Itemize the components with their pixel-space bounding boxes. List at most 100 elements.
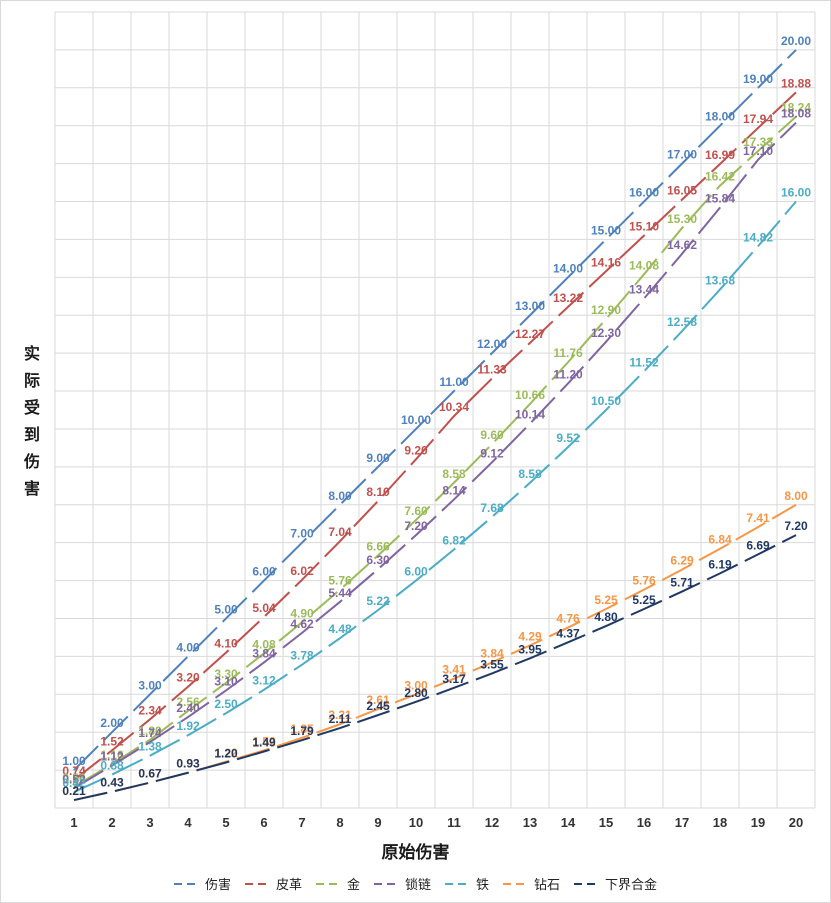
data-label: 9.60 (480, 428, 504, 442)
data-label: 0.21 (62, 784, 86, 798)
data-label: 4.80 (594, 610, 618, 624)
data-label: 5.25 (632, 593, 656, 607)
data-label: 1.49 (252, 736, 276, 750)
x-tick-label: 4 (184, 815, 192, 830)
legend-label: 金 (346, 878, 360, 893)
data-label: 10.34 (439, 400, 469, 414)
legend-swatch (173, 882, 200, 885)
legend-label: 伤害 (204, 878, 231, 893)
series-line (73, 121, 797, 790)
data-label: 5.22 (366, 594, 390, 608)
data-label: 16.05 (667, 184, 697, 198)
data-label: 0.88 (100, 759, 124, 773)
data-label: 2.61 (366, 693, 390, 707)
data-label: 4.00 (176, 640, 200, 654)
data-label: 16.99 (705, 148, 735, 162)
legend-swatch (503, 882, 530, 885)
data-label: 6.02 (290, 564, 314, 578)
x-tick-label: 14 (561, 815, 576, 830)
data-label: 4.29 (518, 629, 542, 643)
x-tick-label: 9 (374, 815, 381, 830)
data-label: 3.55 (480, 657, 504, 671)
data-label: 0.67 (138, 767, 162, 781)
data-label: 16.42 (705, 170, 735, 184)
x-tick-label: 11 (447, 815, 461, 830)
data-label: 17.10 (743, 144, 773, 158)
data-label: 3.30 (214, 667, 238, 681)
data-label: 13.00 (515, 299, 545, 313)
data-label: 4.76 (556, 612, 580, 626)
data-label: 16.00 (629, 186, 659, 200)
data-label: 9.20 (404, 443, 428, 457)
legend-swatch (445, 882, 471, 885)
data-label: 12.30 (591, 326, 621, 340)
data-label: 8.58 (518, 467, 542, 481)
data-label: 2.45 (366, 699, 390, 713)
y-axis-label-char: 伤 (23, 452, 40, 471)
data-label: 2.11 (329, 712, 352, 726)
legend-label: 下界合金 (605, 878, 658, 893)
data-label: 14.00 (553, 261, 583, 275)
data-label: 6.84 (708, 533, 732, 547)
series-line (73, 115, 797, 788)
data-label: 10.50 (591, 394, 621, 408)
data-label: 9.12 (480, 446, 504, 460)
y-axis-label-char: 受 (23, 398, 40, 417)
x-tick-label: 12 (485, 815, 499, 830)
series-line (73, 534, 797, 802)
x-tick-label: 10 (409, 815, 423, 830)
data-label: 0.42 (62, 776, 86, 790)
data-label: 0.43 (100, 776, 124, 790)
data-label: 0.21 (62, 784, 86, 798)
data-label: 3.41 (442, 663, 466, 677)
data-label: 3.12 (252, 674, 276, 688)
data-label: 0.67 (138, 767, 162, 781)
series-line (73, 200, 797, 793)
legend-swatch (574, 882, 601, 885)
data-label: 18.88 (781, 76, 811, 90)
data-label: 11.76 (553, 346, 583, 360)
data-label: 10.14 (515, 408, 545, 422)
legend-item: 金 (315, 874, 360, 893)
data-label: 3.84 (480, 646, 504, 660)
data-label: 1.16 (100, 748, 124, 762)
data-label: 7.20 (404, 519, 428, 533)
data-label: 8.10 (366, 485, 390, 499)
y-axis-label-char: 际 (23, 371, 40, 390)
data-label: 1.12 (100, 750, 124, 764)
data-label: 11.00 (439, 375, 469, 389)
legend-label: 皮革 (275, 878, 302, 893)
data-label: 3.84 (252, 646, 276, 660)
x-tick-label: 7 (298, 815, 305, 830)
x-tick-label: 13 (523, 815, 537, 830)
data-label: 15.30 (667, 212, 697, 226)
data-label: 7.00 (290, 527, 314, 541)
data-label: 0.43 (100, 776, 124, 790)
data-label: 2.50 (214, 697, 238, 711)
series-line (73, 503, 797, 802)
x-tick-label: 15 (599, 815, 613, 830)
data-label: 5.71 (670, 576, 694, 590)
data-label: 5.00 (214, 602, 238, 616)
data-label: 2.00 (100, 716, 124, 730)
series-lines (73, 49, 797, 802)
data-label: 3.20 (176, 671, 200, 685)
data-label: 1.38 (138, 740, 162, 754)
data-label: 4.62 (290, 617, 314, 631)
data-label: 4.37 (556, 626, 580, 640)
data-label: 6.82 (442, 533, 466, 547)
data-label: 12.00 (477, 337, 507, 351)
data-label: 6.29 (670, 554, 694, 568)
data-label: 8.00 (328, 489, 352, 503)
data-label: 3.17 (442, 672, 466, 686)
x-tick-label: 17 (675, 815, 689, 830)
legend-swatch (244, 882, 271, 885)
data-label: 13.68 (705, 273, 735, 287)
data-label: 4.08 (252, 637, 276, 651)
data-label: 6.30 (366, 553, 390, 567)
data-label: 7.68 (480, 501, 504, 515)
x-tick-label: 16 (637, 815, 651, 830)
data-label: 3.10 (214, 674, 238, 688)
data-label: 4.90 (290, 606, 314, 620)
